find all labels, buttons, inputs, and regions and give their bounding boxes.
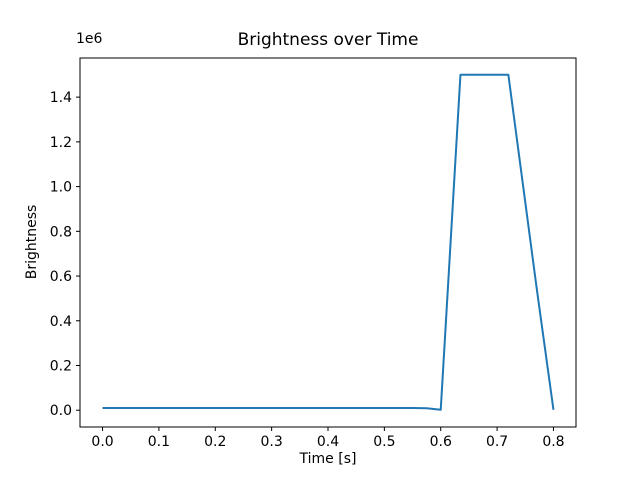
y-tick-label: 0.4 bbox=[50, 314, 72, 330]
x-tick-label: 0.4 bbox=[317, 434, 339, 450]
y-axis-label: Brightness bbox=[24, 205, 40, 280]
y-tick-label: 0.8 bbox=[50, 224, 72, 240]
y-tick-label: 1.0 bbox=[50, 180, 72, 196]
x-tick-label: 0.6 bbox=[430, 434, 452, 450]
x-tick-label: 0.3 bbox=[261, 434, 283, 450]
chart-title: Brightness over Time bbox=[238, 30, 419, 50]
y-tick-label: 0.6 bbox=[50, 269, 72, 285]
y-axis-offset-label: 1e6 bbox=[76, 31, 103, 47]
x-tick-label: 0.7 bbox=[486, 434, 508, 450]
x-tick-label: 0.0 bbox=[91, 434, 113, 450]
plot-area bbox=[79, 57, 577, 428]
data-line-brightness bbox=[102, 73, 555, 411]
y-tick-label: 1.4 bbox=[50, 90, 72, 106]
x-tick-label: 0.5 bbox=[373, 434, 395, 450]
x-tick-label: 0.1 bbox=[148, 434, 170, 450]
x-tick-label: 0.2 bbox=[204, 434, 226, 450]
y-tick-label: 1.2 bbox=[50, 135, 72, 151]
data-series bbox=[102, 73, 555, 411]
y-tick-label: 0.0 bbox=[50, 403, 72, 419]
axis-ticks: 0.0 0.1 0.2 0.3 0.4 0.5 0.6 0.7 0.8 0.0 0.2 0.4 0.6 0… bbox=[50, 90, 565, 450]
x-tick-label: 0.8 bbox=[542, 434, 564, 450]
x-axis-label: Time [s] bbox=[299, 451, 357, 467]
y-tick-label: 0.2 bbox=[50, 359, 72, 375]
